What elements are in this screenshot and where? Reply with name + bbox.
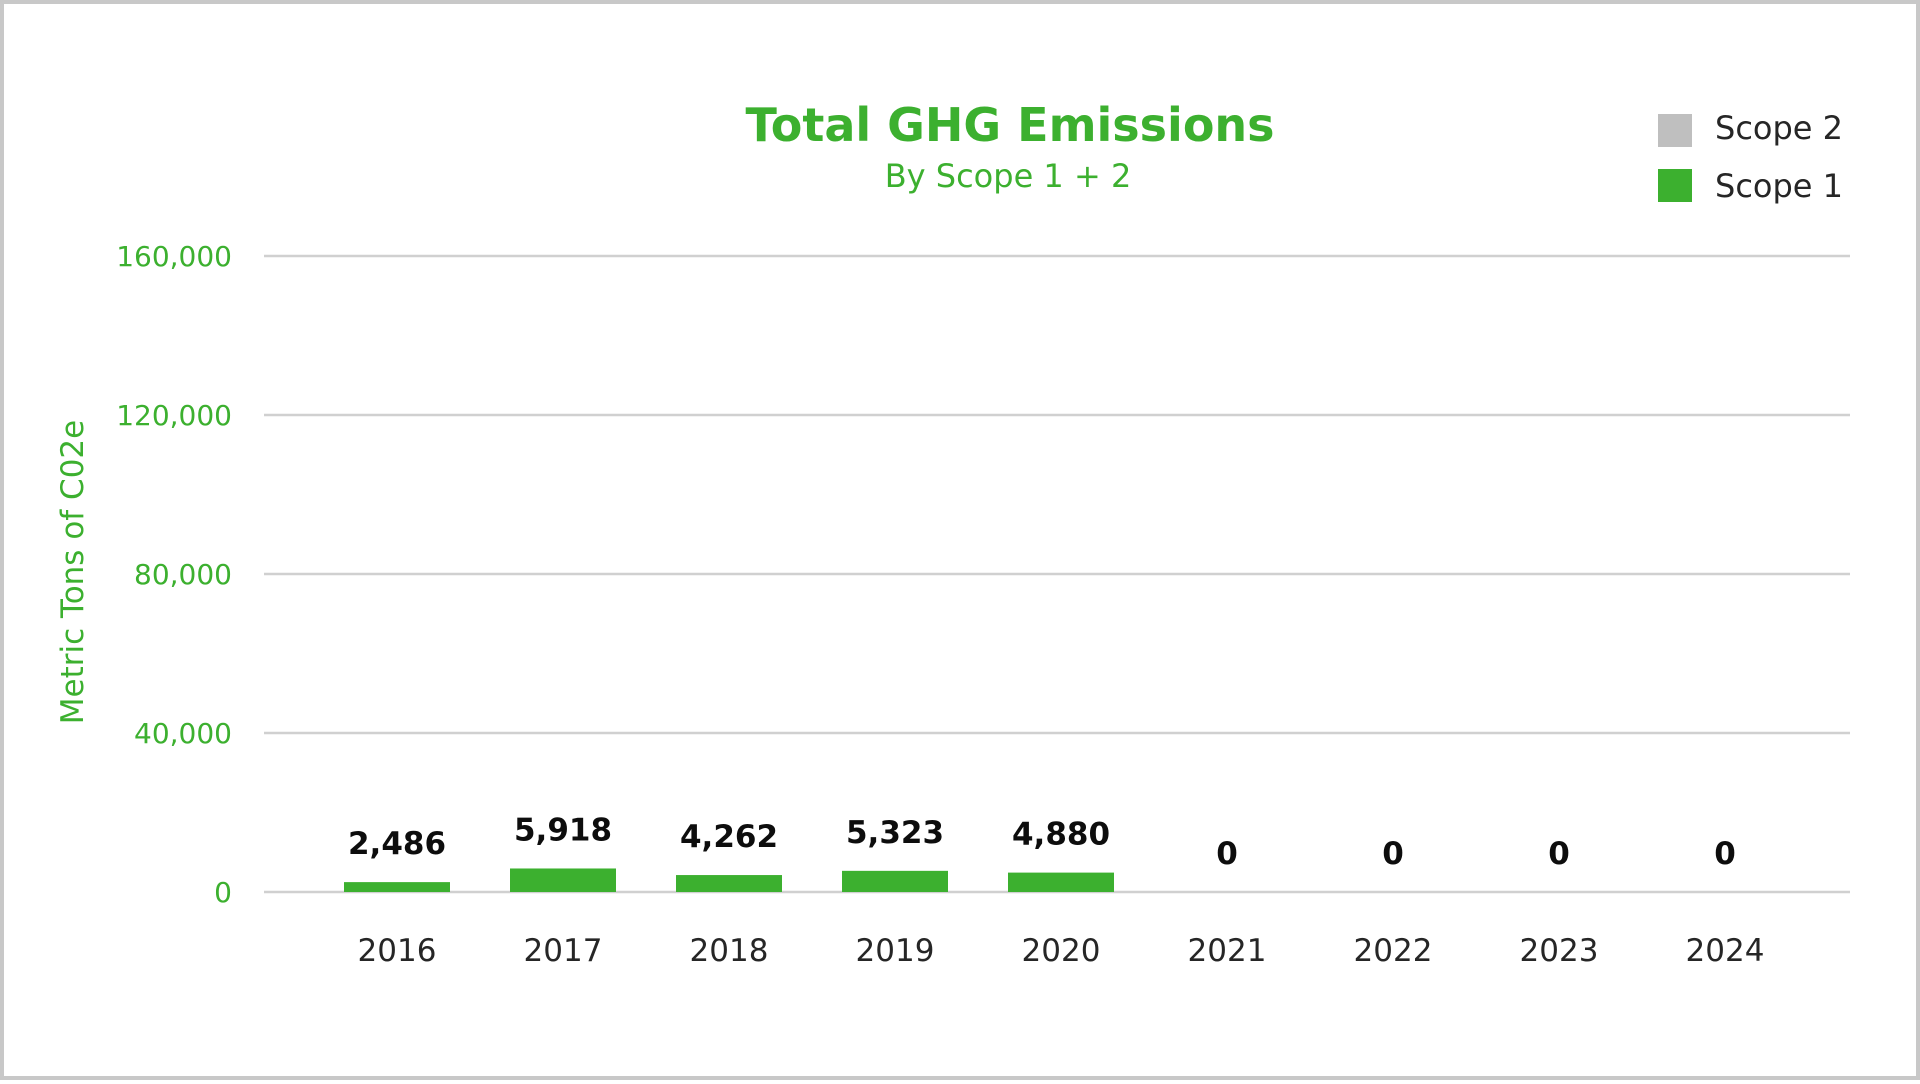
bar-scope-1-2016 [344, 882, 450, 892]
y-tick-label: 0 [214, 876, 232, 909]
chart-title: Total GHG Emissions [745, 98, 1274, 152]
x-tick-label: 2019 [856, 933, 935, 969]
data-label: 5,918 [514, 812, 612, 848]
data-label: 0 [1382, 836, 1404, 872]
data-label: 0 [1548, 836, 1570, 872]
data-label: 0 [1216, 836, 1238, 872]
x-tick-label: 2016 [358, 933, 437, 969]
y-tick-label: 80,000 [134, 558, 232, 591]
chart: Total GHG Emissions By Scope 1 + 2 Scope… [55, 98, 1850, 969]
data-label: 0 [1714, 836, 1736, 872]
data-label: 4,262 [680, 819, 778, 855]
x-tick-label: 2023 [1520, 933, 1599, 969]
legend: Scope 2 Scope 1 [1658, 109, 1843, 205]
legend-label-scope-2: Scope 2 [1715, 109, 1843, 147]
bar-scope-1-2019 [842, 870, 948, 892]
data-labels: 2,486 5,918 4,262 5,323 4,880 0 0 0 0 [348, 812, 1736, 872]
bar-scope-1-2017 [510, 868, 616, 892]
y-tick-label: 40,000 [134, 717, 232, 750]
y-tick-label: 120,000 [116, 399, 232, 432]
chart-subtitle: By Scope 1 + 2 [885, 157, 1132, 195]
x-tick-label: 2017 [524, 933, 603, 969]
data-label: 5,323 [846, 815, 944, 851]
x-tick-label: 2022 [1354, 933, 1433, 969]
x-tick-label: 2018 [690, 933, 769, 969]
data-label: 2,486 [348, 826, 446, 862]
y-tick-label: 160,000 [116, 240, 232, 273]
bars [344, 868, 1114, 892]
x-axis-ticks: 2016 2017 2018 2019 2020 2021 2022 2023 2024 [358, 933, 1765, 969]
legend-swatch-scope-2 [1658, 114, 1692, 147]
bar-scope-1-2020 [1008, 872, 1114, 892]
data-label: 4,880 [1012, 817, 1110, 853]
legend-swatch-scope-1 [1658, 169, 1692, 202]
x-tick-label: 2024 [1686, 933, 1765, 969]
x-tick-label: 2020 [1022, 933, 1101, 969]
y-axis-label: Metric Tons of C02e [55, 420, 91, 724]
legend-label-scope-1: Scope 1 [1715, 167, 1843, 205]
x-tick-label: 2021 [1188, 933, 1267, 969]
y-axis-ticks: 0 40,000 80,000 120,000 160,000 [116, 240, 232, 909]
gridlines [264, 254, 1850, 894]
bar-scope-1-2018 [676, 875, 782, 892]
